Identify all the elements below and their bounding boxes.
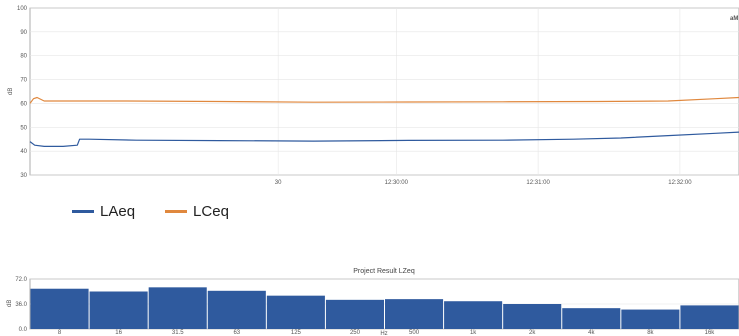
time-history-y-tick-label: 40: [20, 149, 27, 155]
series-line-lceq: [29, 96, 739, 104]
time-history-x-tick-label: 30: [275, 180, 282, 186]
time-history-x-tick-label: 12:32:00: [668, 180, 692, 186]
spectrum-bar-4k: [562, 308, 621, 329]
spectrum-y-tick-label: 72.0: [15, 277, 27, 283]
spectrum-bar-8: [30, 288, 89, 329]
series-line-laeq: [29, 131, 739, 147]
time-history-y-ticks: 30 40 50 60 70 80 90 100: [17, 6, 28, 179]
spectrum-x-tick-label: 8k: [647, 330, 654, 336]
spectrum-x-tick-label: 125: [291, 330, 302, 336]
time-history-y-tick-label: 30: [20, 173, 27, 179]
corner-label: aM: [730, 16, 738, 22]
time-history-plot-area: [29, 7, 739, 176]
spectrum-bar-500: [385, 299, 444, 329]
spectrum-x-tick-label: 2k: [529, 330, 536, 336]
spectrum-bar-31.5: [148, 287, 207, 329]
spectrum-bar-1k: [444, 301, 503, 329]
time-history-y-tick-label: 70: [20, 78, 27, 84]
legend-label-laeq: LAeq: [100, 203, 136, 220]
spectrum-y-tick-label: 36.0: [15, 302, 27, 308]
legend-swatch-laeq: [72, 210, 94, 213]
spectrum-y-ticks: 0.0 36.0 72.0: [15, 277, 27, 333]
spectrum-bar-16: [89, 291, 148, 329]
time-history-y-tick-label: 50: [20, 125, 27, 131]
legend-swatch-lceq: [165, 210, 188, 213]
spectrum-x-tick-label: 16k: [705, 330, 716, 336]
time-history-y-tick-label: 80: [20, 54, 27, 60]
time-history-y-tick-label: 60: [20, 101, 27, 107]
time-history-y-tick-label: 100: [17, 6, 28, 12]
spectrum-x-tick-label: 8: [58, 330, 62, 336]
spectrum-bar-63: [207, 290, 266, 329]
spectrum-x-tick-label: 500: [409, 330, 420, 336]
time-history-x-tick-label: 12:30:00: [385, 180, 409, 186]
time-history-gridlines: [30, 7, 739, 176]
spectrum-x-ticks: 8 16 31.5 63 125 250 500 1k 2k 4k 8k 16k: [58, 330, 715, 336]
time-history-y-axis-label: dB: [8, 88, 14, 95]
spectrum-x-tick-label: 31.5: [172, 330, 184, 336]
spectrum-bar-250: [325, 299, 384, 329]
spectrum-x-tick-label: 63: [233, 330, 240, 336]
spectrum-x-tick-label: 4k: [588, 330, 595, 336]
spectrum-gridlines: [30, 278, 739, 330]
spectrum-y-axis-label: dB: [7, 300, 13, 307]
legend-label-lceq: LCeq: [193, 203, 229, 220]
spectrum-bar-8k: [621, 309, 680, 329]
legend-item-lceq: LCeq: [165, 203, 229, 220]
time-history-series: [29, 96, 739, 147]
spectrum-x-tick-label: 16: [115, 330, 122, 336]
spectrum-bar-16k: [680, 305, 739, 329]
spectrum-x-tick-label: 1k: [470, 330, 477, 336]
legend-item-laeq: LAeq: [72, 203, 135, 220]
legend: LAeq LCeq: [72, 203, 229, 220]
time-history-x-ticks: 30 12:30:00 12:31:00 12:32:00: [275, 180, 692, 186]
spectrum-x-axis-label: Hz: [380, 331, 387, 336]
time-history-x-tick-label: 12:31:00: [526, 180, 550, 186]
spectrum-title: Project Result LZeq: [353, 268, 415, 275]
spectrum-x-tick-label: 250: [350, 330, 361, 336]
spectrum-y-tick-label: 0.0: [19, 327, 28, 333]
spectrum-bar-125: [266, 295, 325, 329]
spectrum-bar-2k: [503, 304, 562, 329]
time-history-y-tick-label: 90: [20, 30, 27, 36]
spectrum-bars: [30, 287, 739, 329]
